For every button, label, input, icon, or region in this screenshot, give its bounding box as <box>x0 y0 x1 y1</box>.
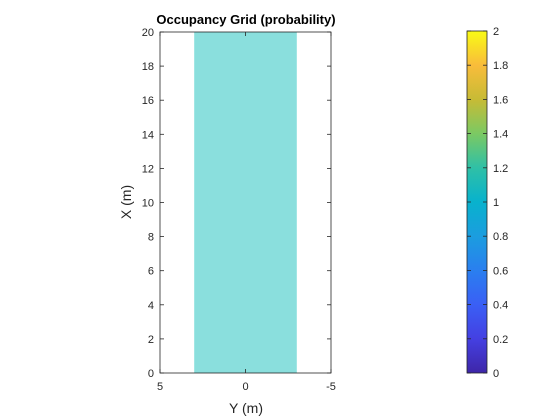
y-tick-label: 6 <box>148 266 154 278</box>
y-ticks: 0 2 4 6 8 10 12 14 16 18 20 <box>142 27 331 380</box>
y-tick-label: 0 <box>148 368 154 380</box>
colorbar-tick-label: 1.4 <box>493 129 508 141</box>
x-tick-label: 0 <box>242 381 248 393</box>
colorbar-tick-label: 0.4 <box>493 300 508 312</box>
colorbar-tick-label: 1.8 <box>493 60 508 72</box>
colorbar-ticks: 0 0.2 0.4 0.6 0.8 1 1.2 1.4 1.6 1.8 2 <box>467 26 508 380</box>
y-tick-label: 10 <box>142 198 154 210</box>
y-tick-label: 4 <box>148 300 154 312</box>
colorbar-tick-label: 0 <box>493 368 499 380</box>
y-tick-label: 14 <box>142 129 154 141</box>
colorbar-gradient <box>467 31 487 373</box>
colorbar-tick-label: 0.8 <box>493 231 508 243</box>
colorbar-tick-label: 1 <box>493 197 499 209</box>
y-tick-label: 20 <box>142 27 154 39</box>
colorbar-tick-label: 1.2 <box>493 163 508 175</box>
y-axis-label: X (m) <box>118 185 134 219</box>
x-ticks: 5 0 -5 <box>157 32 336 393</box>
x-tick-label: -5 <box>326 381 336 393</box>
y-tick-label: 8 <box>148 232 154 244</box>
y-tick-label: 12 <box>142 163 154 175</box>
colorbar: 0 0.2 0.4 0.6 0.8 1 1.2 1.4 1.6 1.8 2 <box>466 26 508 380</box>
x-tick-label: 5 <box>157 381 163 393</box>
x-axis-label: Y (m) <box>229 400 263 416</box>
colorbar-tick-label: 1.6 <box>493 94 508 106</box>
colorbar-tick-label: 2 <box>493 26 499 38</box>
y-tick-label: 2 <box>148 334 154 346</box>
y-tick-label: 16 <box>142 95 154 107</box>
colorbar-tick-label: 0.6 <box>493 265 508 277</box>
occupied-region <box>194 32 297 373</box>
colorbar-tick-label: 0.2 <box>493 334 508 346</box>
y-tick-label: 18 <box>142 61 154 73</box>
chart-title: Occupancy Grid (probability) <box>156 12 335 27</box>
